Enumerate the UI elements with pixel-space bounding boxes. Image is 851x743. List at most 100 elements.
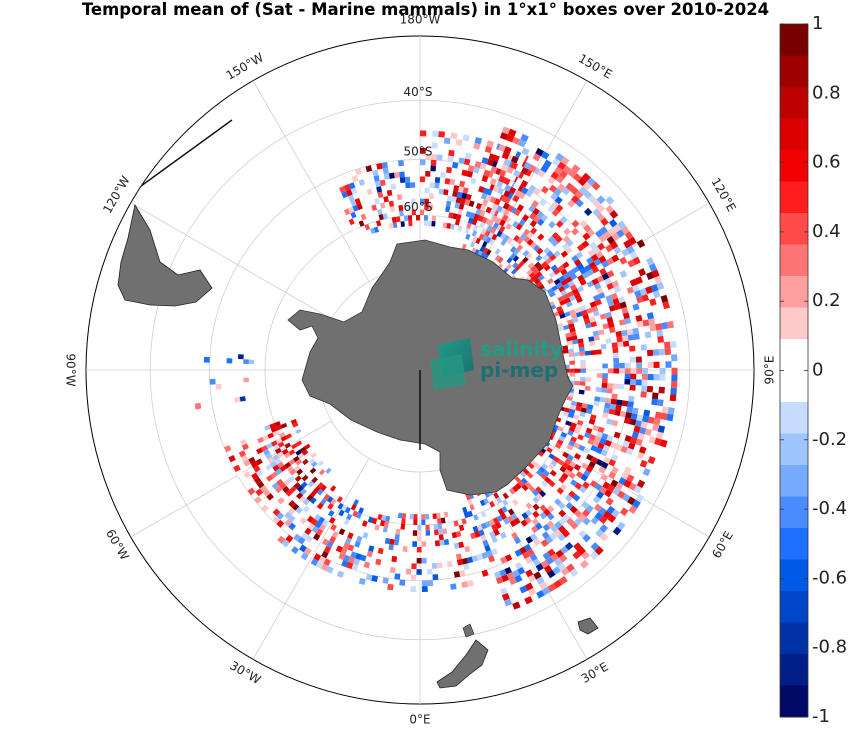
heatmap-cell xyxy=(520,186,529,195)
heatmap-cell xyxy=(653,417,661,426)
heatmap-cell xyxy=(503,190,511,198)
heatmap-cell xyxy=(381,162,388,169)
heatmap-cell xyxy=(551,157,561,167)
heatmap-cell xyxy=(491,203,499,211)
heatmap-cell xyxy=(635,385,642,392)
heatmap-cell xyxy=(594,299,602,306)
heatmap-cell xyxy=(662,328,670,336)
heatmap-cell xyxy=(568,348,575,354)
heatmap-cell xyxy=(330,523,337,532)
heatmap-cell xyxy=(474,519,481,526)
logo-line1: salinity xyxy=(480,337,563,361)
heatmap-cell xyxy=(590,533,600,543)
heatmap-cell xyxy=(488,555,496,563)
heatmap-cell xyxy=(442,194,448,201)
heatmap-cell xyxy=(527,574,537,583)
heatmap-cell xyxy=(471,230,478,237)
heatmap-cell xyxy=(243,359,249,365)
south-america-land xyxy=(117,203,213,307)
heatmap-cell xyxy=(609,210,619,219)
heatmap-cell xyxy=(215,383,222,390)
heatmap-cell xyxy=(335,545,343,553)
heatmap-cell xyxy=(396,194,403,201)
heatmap-cell xyxy=(550,264,558,272)
heatmap-cell xyxy=(523,161,532,170)
heatmap-cell xyxy=(431,220,436,227)
heatmap-cell xyxy=(642,415,650,423)
heatmap-cell xyxy=(496,180,504,189)
heatmap-cell xyxy=(614,303,622,311)
heatmap-cell xyxy=(328,560,337,569)
heatmap-cell xyxy=(569,360,575,365)
heatmap-cell xyxy=(468,228,474,236)
heatmap-cell xyxy=(550,171,560,180)
heatmap-cell xyxy=(558,476,566,484)
heatmap-cell xyxy=(573,347,580,353)
heatmap-cell xyxy=(572,494,581,502)
heatmap-cell xyxy=(431,154,437,161)
heatmap-cell xyxy=(478,529,485,537)
heatmap-cell xyxy=(519,585,528,594)
heatmap-cell xyxy=(476,524,483,532)
heatmap-cell xyxy=(440,166,447,173)
heatmap-cell xyxy=(465,516,471,524)
heatmap-cell xyxy=(293,482,301,490)
heatmap-cell xyxy=(431,551,437,558)
heatmap-cell xyxy=(458,541,465,549)
heatmap-cell xyxy=(546,505,555,513)
heatmap-cell xyxy=(596,373,603,378)
heatmap-cell xyxy=(348,206,355,214)
heatmap-cell xyxy=(463,511,470,519)
heatmap-cell xyxy=(592,208,601,217)
heatmap-cell xyxy=(626,406,634,414)
heatmap-cell xyxy=(386,555,393,562)
heatmap-cell xyxy=(574,368,581,373)
heatmap-cell xyxy=(593,282,602,290)
heatmap-cell xyxy=(289,439,296,446)
colorbar-swatch xyxy=(780,622,808,655)
heatmap-cell xyxy=(306,515,315,524)
heatmap-cell xyxy=(530,459,538,467)
heatmap-cell xyxy=(288,522,296,531)
heatmap-cell xyxy=(524,516,532,524)
heatmap-cell xyxy=(506,572,515,580)
heatmap-cell xyxy=(551,239,559,247)
heatmap-cell xyxy=(569,368,576,373)
heatmap-cell xyxy=(424,204,429,210)
heatmap-cell xyxy=(565,276,573,284)
heatmap-cell xyxy=(314,513,322,522)
heatmap-cell xyxy=(532,207,540,216)
heatmap-cell xyxy=(600,473,609,482)
heatmap-cell xyxy=(573,442,581,449)
heatmap-cell xyxy=(603,456,611,464)
heatmap-cell xyxy=(237,354,244,360)
heatmap-cell xyxy=(521,147,530,156)
heatmap-cell xyxy=(589,340,596,347)
heatmap-cell xyxy=(606,388,613,394)
colorbar-swatch xyxy=(780,55,808,88)
heatmap-cell xyxy=(474,161,482,169)
heatmap-cell xyxy=(576,263,585,271)
heatmap-cell xyxy=(556,282,563,289)
heatmap-cell xyxy=(426,568,433,575)
heatmap-cell xyxy=(255,458,263,466)
heatmap-cell xyxy=(647,349,654,357)
heatmap-cell xyxy=(264,438,271,446)
heatmap-cell xyxy=(652,386,660,393)
heatmap-cell xyxy=(566,395,573,401)
heatmap-cell xyxy=(611,254,620,263)
heatmap-cell xyxy=(516,244,524,252)
heatmap-cell xyxy=(514,561,523,570)
heatmap-cell xyxy=(589,480,598,488)
heatmap-cell xyxy=(257,436,265,444)
heatmap-cell xyxy=(420,176,426,183)
heatmap-cell xyxy=(635,314,643,322)
heatmap-cell xyxy=(420,170,426,177)
heatmap-cell xyxy=(578,389,585,395)
heatmap-cell xyxy=(565,182,575,191)
heatmap-cell xyxy=(670,387,677,395)
heatmap-cell xyxy=(621,329,628,337)
heatmap-cell xyxy=(560,289,568,296)
heatmap-cell xyxy=(540,151,550,160)
heatmap-cell xyxy=(443,137,451,145)
